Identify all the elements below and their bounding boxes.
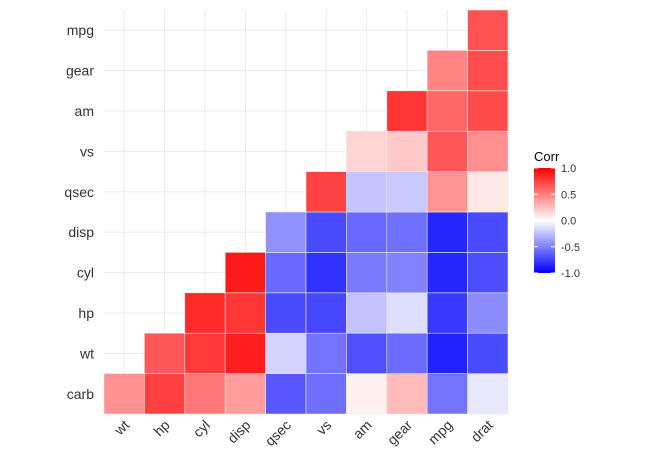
- heatmap-cell-am-qsec: [346, 171, 388, 213]
- heatmap-cell-wt-carb: [103, 373, 145, 415]
- heatmap-cell-gear-carb: [386, 373, 428, 415]
- x-tick-label-cyl: cyl: [190, 417, 213, 440]
- x-tick-label-disp: disp: [224, 417, 254, 447]
- heatmap-cell-vs-wt: [305, 332, 347, 374]
- heatmap-cell-gear-disp: [386, 211, 428, 253]
- heatmap-cell-drat-qsec: [467, 171, 509, 213]
- y-tick-label-cyl: cyl: [77, 265, 94, 281]
- x-tick-label-qsec: qsec: [262, 417, 294, 449]
- y-tick-label-gear: gear: [66, 63, 94, 79]
- heatmap-cell-disp-carb: [224, 373, 266, 415]
- heatmap-cell-mpg-wt: [426, 332, 468, 374]
- heatmap-cell-gear-hp: [386, 292, 428, 334]
- heatmap-cell-vs-disp: [305, 211, 347, 253]
- x-tick-label-mpg: mpg: [425, 417, 456, 448]
- legend-title: Corr: [534, 149, 560, 164]
- heatmap-cell-drat-hp: [467, 292, 509, 334]
- x-tick-label-vs: vs: [313, 417, 334, 438]
- heatmap-cell-cyl-wt: [184, 332, 226, 374]
- legend-tick-label: 0.0: [561, 216, 576, 228]
- heatmap-cell-am-vs: [346, 130, 388, 172]
- heatmap-cell-mpg-carb: [426, 373, 468, 415]
- heatmap-cell-hp-wt: [144, 332, 186, 374]
- heatmap-cell-mpg-vs: [426, 130, 468, 172]
- heatmap-cell-mpg-am: [426, 90, 468, 132]
- heatmap-cell-am-carb: [346, 373, 388, 415]
- y-tick-label-mpg: mpg: [67, 22, 94, 38]
- legend-tick-label: 0.5: [561, 189, 576, 201]
- x-tick-label-drat: drat: [468, 417, 496, 445]
- legend-tick-label: -0.5: [561, 242, 580, 254]
- heatmap-cell-cyl-carb: [184, 373, 226, 415]
- heatmap-cell-am-disp: [346, 211, 388, 253]
- heatmap-cell-am-hp: [346, 292, 388, 334]
- legend-color-bar: [534, 168, 555, 273]
- heatmap-cell-disp-cyl: [224, 252, 266, 294]
- heatmap-cell-drat-disp: [467, 211, 509, 253]
- heatmap-cell-am-cyl: [346, 252, 388, 294]
- heatmap-cell-gear-qsec: [386, 171, 428, 213]
- heatmap-cell-vs-carb: [305, 373, 347, 415]
- heatmap-cell-qsec-carb: [265, 373, 307, 415]
- heatmap-cell-vs-qsec: [305, 171, 347, 213]
- heatmap-cell-vs-hp: [305, 292, 347, 334]
- legend-tick-label: -1.0: [561, 268, 580, 280]
- heatmap-cell-drat-gear: [467, 50, 509, 92]
- y-tick-label-disp: disp: [68, 224, 94, 240]
- heatmap-cells: [103, 9, 509, 415]
- heatmap-cell-am-wt: [346, 332, 388, 374]
- y-tick-label-carb: carb: [67, 386, 94, 402]
- heatmap-cell-drat-carb: [467, 373, 509, 415]
- heatmap-cell-disp-wt: [224, 332, 266, 374]
- heatmap-cell-drat-vs: [467, 130, 509, 172]
- y-tick-label-hp: hp: [78, 305, 94, 321]
- x-tick-label-gear: gear: [384, 417, 415, 448]
- heatmap-cell-vs-cyl: [305, 252, 347, 294]
- heatmap-cell-hp-carb: [144, 373, 186, 415]
- heatmap-cell-drat-mpg: [467, 9, 509, 51]
- heatmap-cell-gear-wt: [386, 332, 428, 374]
- heatmap-cell-mpg-gear: [426, 50, 468, 92]
- heatmap-cell-gear-vs: [386, 130, 428, 172]
- y-tick-labels: carb wt hp cyl disp qsec vs am gear mpg: [64, 22, 94, 402]
- color-legend: Corr 1.0 0.5 0.0 -0.5 -1.0: [534, 149, 580, 280]
- heatmap-cell-cyl-hp: [184, 292, 226, 334]
- heatmap-cell-qsec-cyl: [265, 252, 307, 294]
- x-tick-labels: wt hp cyl disp qsec vs am gear mpg drat: [110, 417, 496, 449]
- x-tick-label-am: am: [350, 417, 375, 442]
- heatmap-cell-mpg-hp: [426, 292, 468, 334]
- legend-tick-label: 1.0: [561, 163, 576, 175]
- x-tick-label-hp: hp: [150, 417, 172, 439]
- heatmap-cell-qsec-disp: [265, 211, 307, 253]
- heatmap-cell-drat-wt: [467, 332, 509, 374]
- heatmap-cell-gear-am: [386, 90, 428, 132]
- heatmap-cell-mpg-disp: [426, 211, 468, 253]
- x-tick-label-wt: wt: [110, 417, 132, 439]
- heatmap-cell-gear-cyl: [386, 252, 428, 294]
- heatmap-cell-qsec-hp: [265, 292, 307, 334]
- y-tick-label-vs: vs: [80, 143, 94, 159]
- heatmap-cell-drat-am: [467, 90, 509, 132]
- y-tick-label-qsec: qsec: [64, 184, 94, 200]
- heatmap-cell-mpg-qsec: [426, 171, 468, 213]
- y-tick-label-am: am: [75, 103, 94, 119]
- y-tick-label-wt: wt: [79, 345, 94, 361]
- heatmap-cell-disp-hp: [224, 292, 266, 334]
- heatmap-cell-drat-cyl: [467, 252, 509, 294]
- heatmap-cell-mpg-cyl: [426, 252, 468, 294]
- heatmap-cell-qsec-wt: [265, 332, 307, 374]
